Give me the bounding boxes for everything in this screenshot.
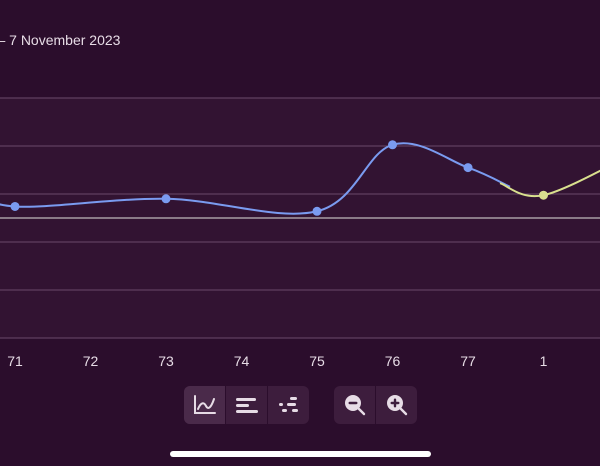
x-tick-label: 75 bbox=[309, 353, 325, 369]
data-point bbox=[312, 206, 322, 216]
data-point bbox=[161, 194, 171, 204]
data-point bbox=[539, 190, 548, 200]
scatter-chart-icon bbox=[278, 397, 298, 412]
line-chart-button[interactable] bbox=[184, 386, 225, 424]
chart-band bbox=[0, 146, 600, 194]
home-indicator[interactable] bbox=[170, 451, 431, 457]
x-tick-label: 72 bbox=[83, 353, 99, 369]
chart-type-segmented-control bbox=[184, 386, 309, 424]
zoom-out-button[interactable] bbox=[334, 386, 375, 424]
line-chart[interactable]: 71 72 73 74 75 76 77 1 bbox=[0, 0, 600, 380]
date-range-text: 23 – 7 November 2023 bbox=[0, 32, 121, 48]
scatter-chart-button[interactable] bbox=[267, 386, 309, 424]
data-point bbox=[463, 163, 473, 173]
data-point bbox=[10, 201, 20, 211]
x-tick-label: 76 bbox=[385, 353, 401, 369]
chart-band bbox=[0, 98, 600, 146]
x-tick-label: 1 bbox=[540, 353, 548, 369]
chart-band bbox=[0, 242, 600, 290]
chart-controls bbox=[0, 386, 600, 426]
chart-x-ticks: 71 72 73 74 75 76 77 1 bbox=[7, 353, 547, 369]
chart-points bbox=[10, 140, 548, 216]
x-tick-label: 73 bbox=[158, 353, 174, 369]
x-tick-label: 71 bbox=[7, 353, 23, 369]
zoom-in-button[interactable] bbox=[375, 386, 417, 424]
bar-chart-icon bbox=[235, 398, 258, 413]
line-chart-icon bbox=[193, 395, 216, 414]
series-line-primary bbox=[0, 142, 511, 215]
x-tick-label: 77 bbox=[460, 353, 476, 369]
zoom-out-icon bbox=[344, 395, 365, 416]
x-tick-label: 74 bbox=[234, 353, 250, 369]
chart-gridlines bbox=[0, 97, 600, 339]
date-range-label: 23 – 7 November 2023 bbox=[0, 30, 200, 50]
bar-chart-button[interactable] bbox=[225, 386, 267, 424]
chart-band bbox=[0, 290, 600, 338]
data-point bbox=[388, 140, 397, 150]
zoom-segmented-control bbox=[334, 386, 417, 424]
zoom-in-icon bbox=[386, 395, 407, 416]
